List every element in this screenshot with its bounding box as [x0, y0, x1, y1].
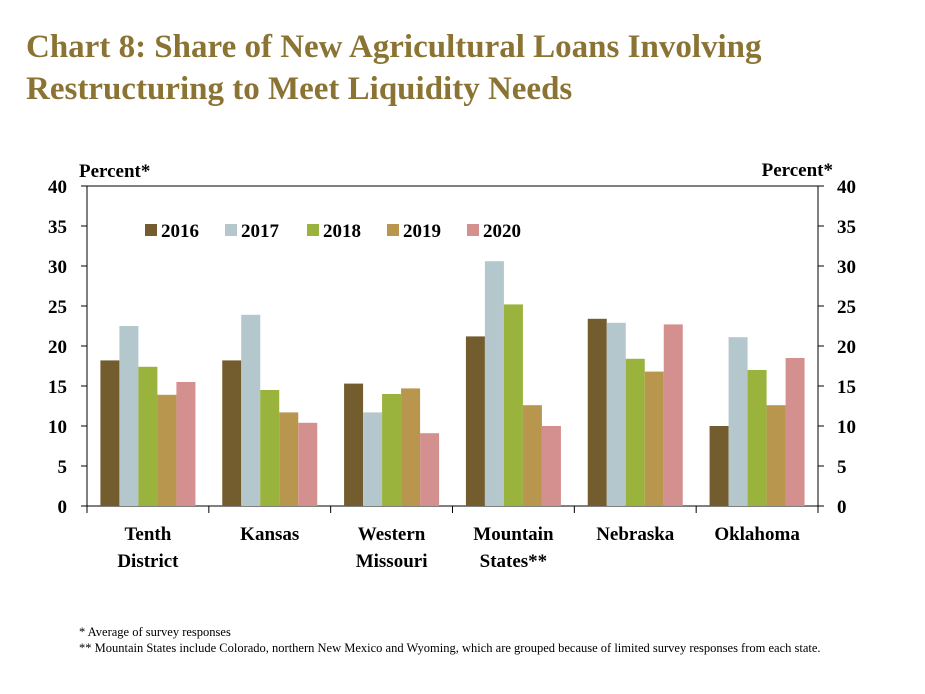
bar-2019: [766, 405, 786, 506]
x-tick-label: States**: [480, 551, 548, 572]
legend-label: 2016: [161, 221, 199, 242]
bar-2019: [401, 388, 421, 506]
x-tick-label: Western: [358, 524, 426, 545]
footnotes: * Average of survey responses ** Mountai…: [79, 624, 899, 656]
x-tick-label: Kansas: [240, 524, 299, 545]
bar-2020: [663, 324, 683, 506]
legend-label: 2019: [403, 221, 441, 242]
title-line-1: Chart 8: Share of New Agricultural Loans…: [26, 29, 762, 65]
bar-2017: [119, 326, 139, 506]
y-tick-label-left: 25: [48, 297, 67, 318]
bar-2018: [503, 304, 523, 506]
legend-label: 2017: [241, 221, 280, 242]
legend-label: 2018: [323, 221, 361, 242]
legend-swatch-2016: [145, 224, 157, 236]
chart-title: Chart 8: Share of New Agricultural Loans…: [26, 26, 906, 110]
bar-2019: [279, 412, 299, 506]
y-tick-label-left: 20: [48, 337, 67, 358]
y-tick-label-right: 25: [837, 297, 856, 318]
y-tick-label-left: 35: [48, 217, 67, 238]
y-tick-label-right: 40: [837, 177, 856, 198]
bar-2016: [344, 383, 364, 506]
legend-swatch-2018: [307, 224, 319, 236]
x-tick-label: Missouri: [356, 551, 428, 572]
bar-2018: [382, 394, 402, 506]
y-tick-label-right: 0: [837, 497, 847, 518]
x-tick-label: Tenth: [125, 524, 172, 545]
bar-2016: [465, 336, 485, 506]
bar-2017: [241, 314, 261, 506]
bar-2020: [541, 426, 561, 506]
y-tick-label-right: 10: [837, 417, 856, 438]
bar-2017: [484, 261, 504, 506]
bar-2020: [176, 382, 196, 506]
x-tick-label: Nebraska: [596, 524, 675, 545]
x-tick-label: Oklahoma: [714, 524, 800, 545]
bar-2016: [587, 318, 607, 506]
chart-legend: 2016 2017 2018 2019 2020: [145, 221, 521, 242]
y-axis-label-right: Percent*: [762, 160, 833, 181]
y-axis-label-left: Percent*: [79, 161, 150, 182]
y-tick-label-left: 5: [58, 457, 68, 478]
title-line-2: Restructuring to Meet Liquidity Needs: [26, 71, 573, 107]
bar-2016: [222, 360, 242, 506]
y-tick-label-right: 20: [837, 337, 856, 358]
y-tick-label-right: 15: [837, 377, 856, 398]
footnote-1: * Average of survey responses: [79, 625, 231, 639]
legend-swatch-2020: [467, 224, 479, 236]
x-tick-label: Mountain: [473, 524, 554, 545]
y-tick-label-left: 15: [48, 377, 67, 398]
bar-2020: [298, 422, 318, 506]
bar-2020: [785, 358, 805, 506]
legend-label: 2020: [483, 221, 521, 242]
y-tick-label-left: 10: [48, 417, 67, 438]
y-tick-label-left: 0: [58, 497, 68, 518]
bar-2017: [363, 412, 383, 506]
y-tick-label-right: 35: [837, 217, 856, 238]
bar-2019: [157, 394, 177, 506]
bar-2017: [728, 337, 748, 506]
bar-2018: [747, 370, 767, 506]
y-tick-label-left: 30: [48, 257, 67, 278]
footnote-2: ** Mountain States include Colorado, nor…: [79, 641, 821, 655]
legend-swatch-2019: [387, 224, 399, 236]
bar-2020: [420, 433, 440, 506]
legend-swatch-2017: [225, 224, 237, 236]
y-tick-label-right: 5: [837, 457, 847, 478]
y-tick-label-right: 30: [837, 257, 856, 278]
bar-2018: [625, 358, 645, 506]
bar-2018: [260, 390, 280, 506]
bar-2016: [709, 426, 729, 506]
bar-2018: [138, 366, 158, 506]
bar-2016: [100, 360, 120, 506]
bar-2019: [644, 371, 664, 506]
bar-2017: [606, 322, 626, 506]
x-tick-label: District: [117, 551, 179, 572]
y-tick-label-left: 40: [48, 177, 67, 198]
chart-bars: [100, 261, 805, 506]
bar-2019: [522, 405, 542, 506]
